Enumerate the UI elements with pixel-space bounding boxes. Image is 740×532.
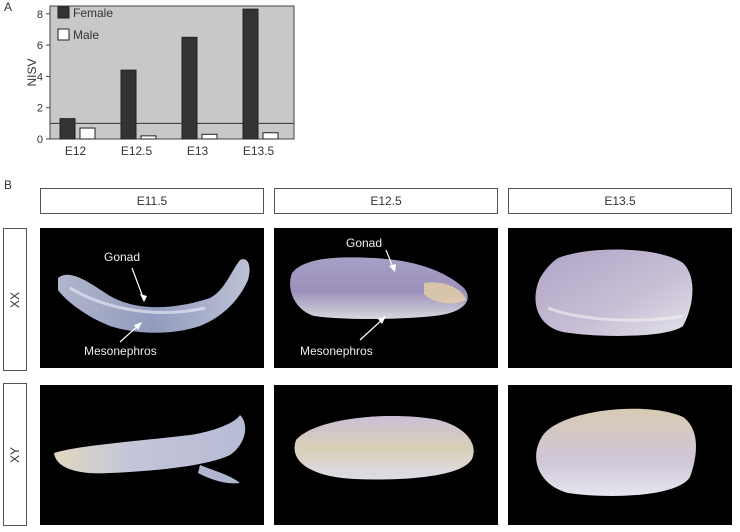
panel-a-letter: A <box>4 0 13 14</box>
y-tick-label: 2 <box>37 103 43 115</box>
bar-male-E12 <box>79 127 96 140</box>
gonad-image <box>54 415 246 484</box>
photo-xy-e11-5 <box>40 385 264 525</box>
x-tick-label: E12 <box>65 144 87 158</box>
annotation-arrows <box>119 267 147 343</box>
legend-swatch <box>57 6 70 19</box>
gonad-label: Gonad <box>346 236 383 250</box>
y-tick-label: 6 <box>37 40 43 52</box>
gonad-image <box>294 415 474 480</box>
bar-female-E13 <box>181 36 198 140</box>
row-label-text: XY <box>8 446 22 463</box>
bar-male-E13 <box>201 133 218 140</box>
legend-label: Female <box>73 6 113 20</box>
gonad-image <box>535 249 693 336</box>
x-tick-label: E13 <box>187 144 209 158</box>
gonad-label: Gonad <box>104 250 141 264</box>
bar-female-E13.5 <box>242 8 259 140</box>
panel-b-letter: B <box>4 178 13 192</box>
photo-xx-e11-5: Gonad Mesonephros <box>40 228 264 368</box>
bar-female-E12.5 <box>120 69 137 140</box>
column-header-e11-5: E11.5 <box>40 188 264 214</box>
column-header-e13-5: E13.5 <box>508 188 732 214</box>
y-axis: 0 2 4 6 8 <box>37 9 50 146</box>
bar-chart: 0 2 4 6 8 NISV E12 E12.5 E13 E13.5 Female Male <box>25 5 295 158</box>
column-header-label: E12.5 <box>370 194 402 208</box>
x-tick-label: E12.5 <box>121 144 153 158</box>
bar-female-E12 <box>59 118 76 140</box>
bar-male-E12.5 <box>140 135 157 140</box>
bar-male-E13.5 <box>262 132 279 140</box>
legend: Female Male <box>57 6 113 42</box>
y-tick-label: 8 <box>37 9 43 21</box>
mesonephros-label: Mesonephros <box>84 344 157 358</box>
photo-xy-e13-5 <box>508 385 732 525</box>
photo-xy-e12-5 <box>274 385 498 525</box>
gonad-image <box>290 257 468 319</box>
y-tick-label: 4 <box>37 71 43 83</box>
column-header-label: E11.5 <box>136 194 168 208</box>
y-tick-label: 0 <box>37 134 43 146</box>
column-header-label: E13.5 <box>604 194 636 208</box>
row-label-text: XX <box>8 291 22 308</box>
bars <box>59 8 279 140</box>
row-label-xy: XY <box>3 383 27 526</box>
row-label-xx: XX <box>3 228 27 371</box>
x-axis: E12 E12.5 E13 E13.5 <box>65 144 275 158</box>
photo-xx-e12-5: Gonad Mesonephros <box>274 228 498 368</box>
gonad-image <box>58 259 250 333</box>
legend-label: Male <box>73 28 99 42</box>
mesonephros-label: Mesonephros <box>300 344 373 358</box>
column-header-e12-5: E12.5 <box>274 188 498 214</box>
photo-xx-e13-5 <box>508 228 732 368</box>
y-axis-label: NISV <box>25 58 39 86</box>
legend-swatch <box>57 28 70 41</box>
annotation-arrows <box>359 249 396 341</box>
gonad-image <box>536 408 696 496</box>
x-tick-label: E13.5 <box>243 144 275 158</box>
